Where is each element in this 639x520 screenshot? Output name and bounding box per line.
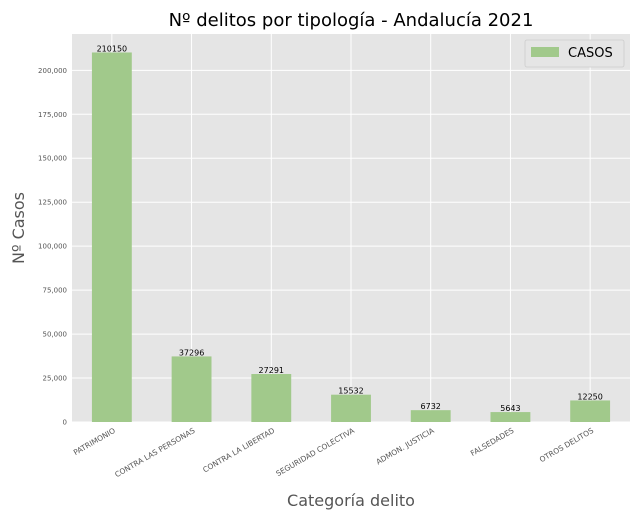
y-tick-labels: 0 25,000 50,000 75,000 100,000 125,000 150,000… — [38, 67, 67, 427]
y-tick-label: 25,000 — [43, 375, 68, 383]
bar — [91, 52, 132, 423]
x-axis-label: Categoría delito — [287, 491, 415, 510]
legend-label: CASOS — [568, 46, 613, 61]
x-tick-label: CONTRA LA LIBERTAD — [201, 426, 276, 475]
y-tick-label: 175,000 — [38, 111, 67, 119]
bar — [171, 356, 212, 422]
x-tick-label: FALSEDADES — [469, 426, 516, 458]
data-label: 37296 — [179, 348, 204, 357]
y-tick-label: 200,000 — [38, 67, 67, 75]
data-label: 5643 — [500, 404, 520, 413]
bar — [490, 412, 531, 422]
data-label: 15532 — [338, 387, 363, 396]
x-tick-label: SEGURIDAD COLECTIVA — [274, 426, 356, 479]
chart-title: Nº delitos por tipología - Andalucía 202… — [169, 10, 534, 31]
x-tick-label: CONTRA LAS PERSONAS — [113, 426, 197, 479]
bars — [91, 52, 611, 423]
y-tick-label: 150,000 — [38, 155, 67, 163]
legend-box — [524, 39, 625, 68]
y-tick-label: 100,000 — [38, 243, 67, 251]
bar — [331, 394, 371, 422]
y-tick-label: 125,000 — [38, 199, 67, 207]
bar — [410, 410, 451, 422]
y-tick-label: 0 — [63, 419, 67, 427]
bar — [251, 374, 292, 422]
legend-swatch — [531, 47, 559, 57]
data-label: 12250 — [577, 392, 602, 401]
bar — [570, 400, 611, 422]
y-tick-label: 50,000 — [43, 331, 68, 339]
data-labels: 210150 37296 27291 15532 6732 5643 12250 — [97, 44, 603, 413]
data-label: 6732 — [421, 402, 441, 411]
y-axis-label: Nº Casos — [9, 192, 28, 264]
data-label: 27291 — [259, 366, 284, 375]
x-tick-label: ADMON. JUSTICIA — [374, 426, 436, 467]
y-tick-label: 75,000 — [43, 287, 68, 295]
x-tick-label: OTROS DELITOS — [538, 426, 595, 464]
data-label: 210150 — [97, 44, 128, 53]
legend: CASOS — [524, 39, 625, 68]
x-tick-label: PATRIMONIO — [72, 426, 117, 457]
